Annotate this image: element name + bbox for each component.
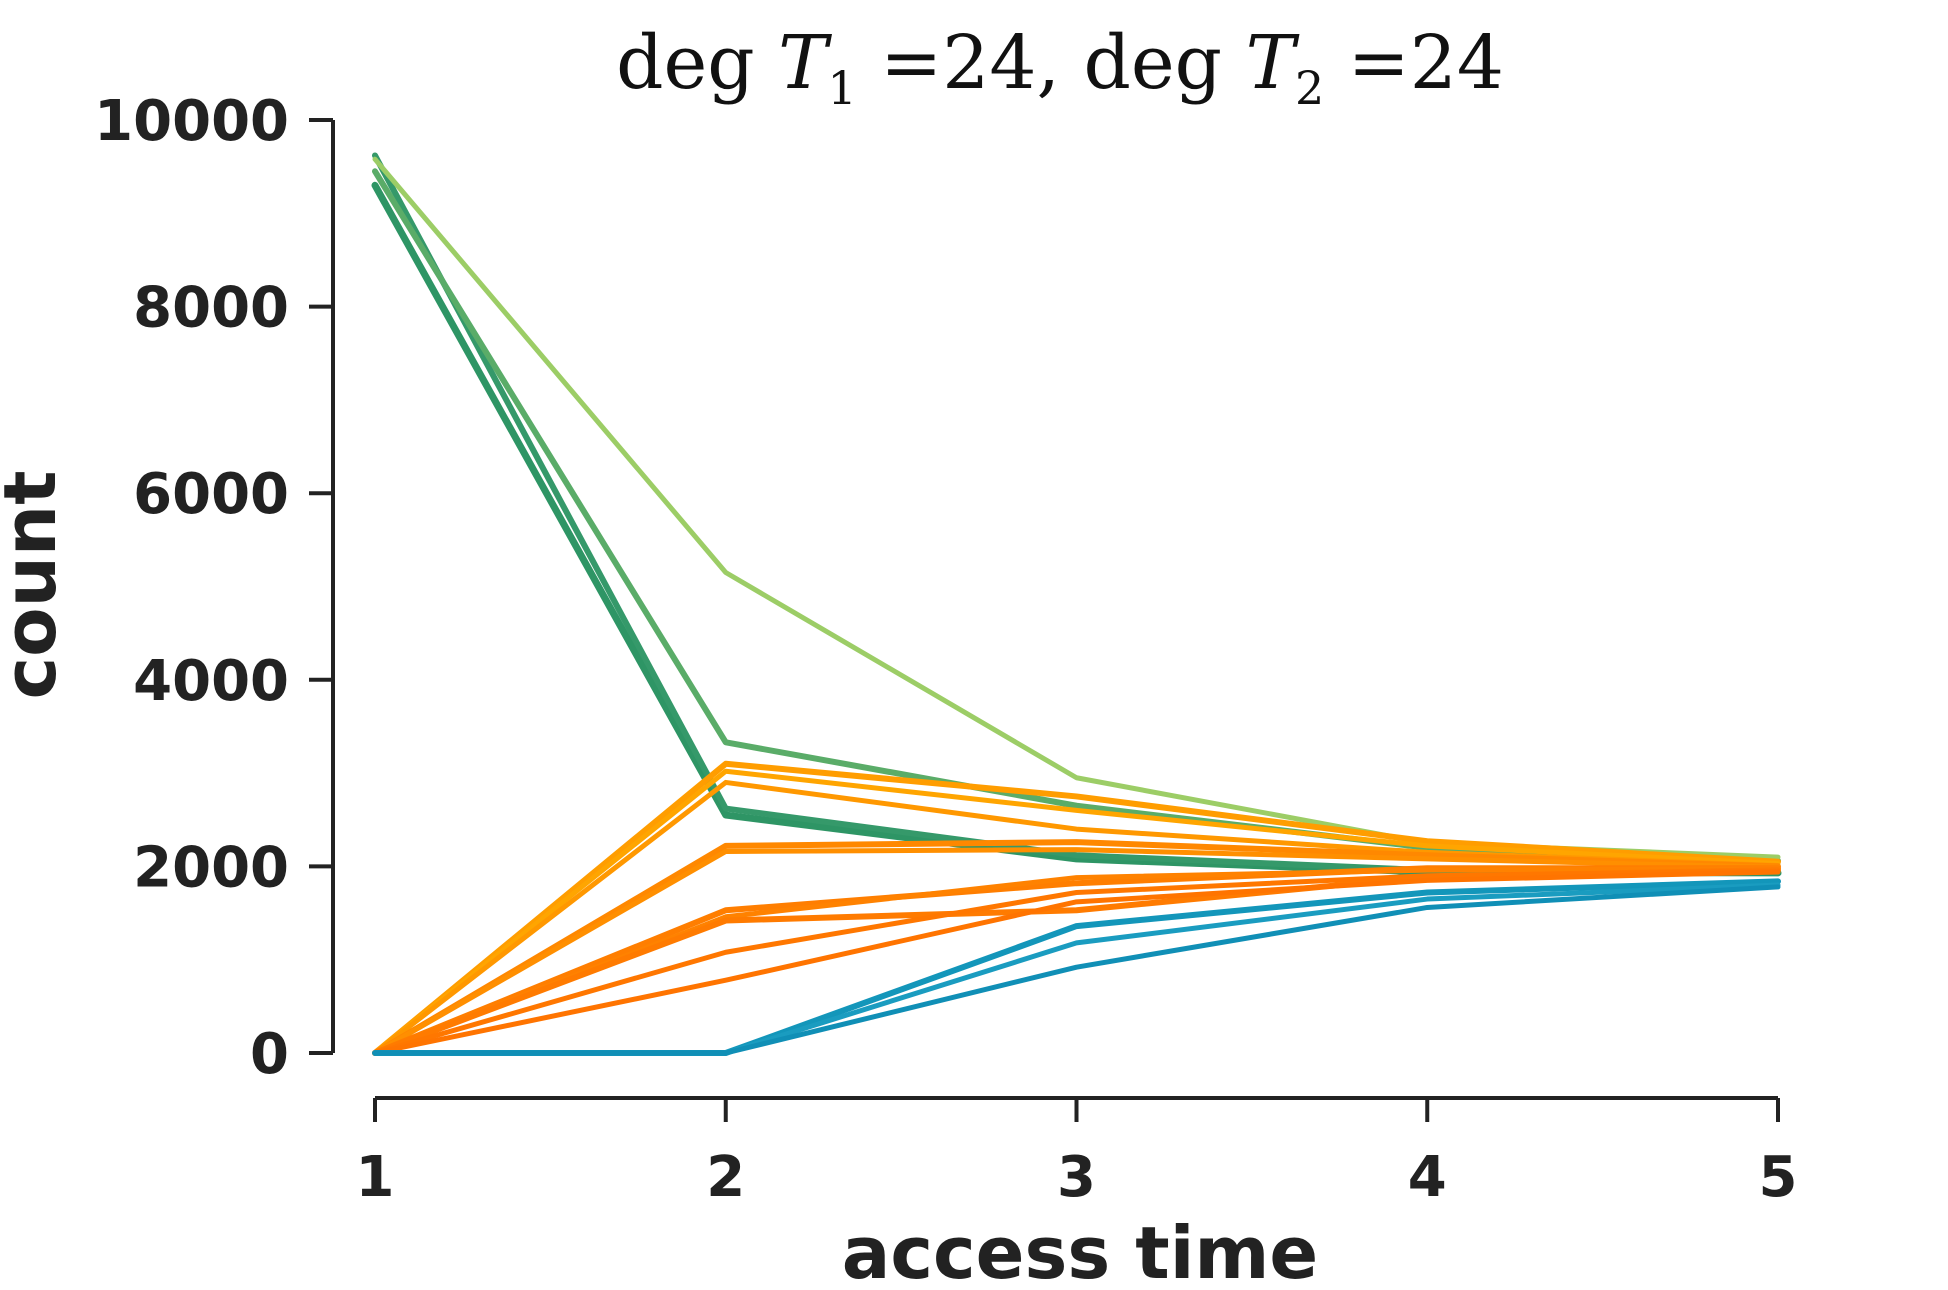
chart-title: deg T1 =24, deg T2 =24 [616,20,1504,115]
y-axis-label: count [0,470,72,699]
chart-title-part: T [1246,20,1300,106]
x-tick-label: 1 [356,1145,395,1210]
y-tick-label: 0 [250,1022,289,1087]
x-tick-label: 3 [1057,1145,1096,1210]
y-tick-label: 2000 [133,835,289,900]
chart-title-part: 1 [828,61,857,115]
x-tick-label: 2 [706,1145,745,1210]
series-line [372,760,1781,1056]
y-tick-label: 6000 [133,462,289,527]
x-tick-label: 4 [1408,1145,1447,1210]
chart-title-part: =24, deg [857,20,1246,106]
series-line [372,865,1781,1056]
series-line [372,168,1781,864]
series-line [372,847,1781,1056]
chart-title-part: deg [616,20,778,106]
series-line [372,868,1781,1056]
series-line [372,156,1781,860]
y-tick-label: 4000 [133,649,289,714]
x-tick-label: 5 [1759,1145,1798,1210]
series-line [372,768,1781,1056]
y-tick-label: 10000 [94,89,289,154]
y-ticks: 0 2000 4000 6000 8000 10000 [94,89,333,1087]
series-line [372,869,1781,1056]
chart-title-part: =24 [1324,20,1504,106]
chart-title-part: T [778,20,832,106]
y-tick-label: 8000 [133,276,289,341]
x-axis-label: access time [842,1211,1319,1290]
x-ticks: 1 2 3 4 5 [356,1098,1798,1210]
series-line [372,866,1781,1056]
series-line [372,839,1781,1056]
series-line [372,779,1781,1056]
series-line [371,181,1782,877]
chart-title-part: 2 [1295,61,1324,115]
series-layer [371,152,1782,1056]
series-line [372,884,1781,1056]
